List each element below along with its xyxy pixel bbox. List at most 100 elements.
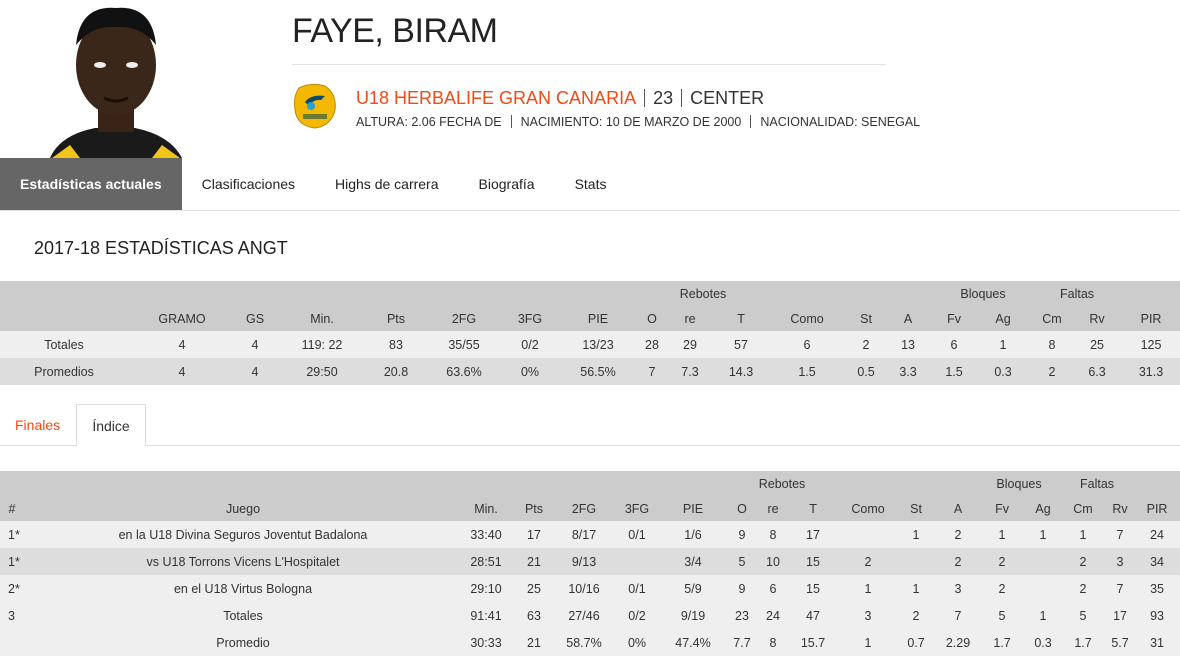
table-cell: 1 — [999, 337, 1007, 352]
column-header: 2FG — [571, 501, 597, 516]
group-bloques: Bloques — [960, 286, 1006, 301]
table-cell: 35/55 — [448, 337, 480, 352]
player-name: FAYE, BIRAM — [292, 12, 498, 50]
games-stats-table: Rebotes Bloques Faltas # Juego Min. Pts 2FG 3FG… — [0, 471, 1180, 656]
team-logo — [294, 83, 336, 129]
column-header: re — [767, 501, 779, 516]
table-cell: Promedios — [34, 364, 94, 379]
group-rebotes: Rebotes — [758, 476, 806, 491]
table-cell: 4 — [178, 337, 186, 352]
main-tabs: Estadísticas actuales Clasificaciones Hi… — [0, 158, 1180, 211]
table-cell: 63.6% — [446, 364, 482, 379]
separator — [681, 89, 683, 107]
table-cell: 27/46 — [568, 608, 600, 623]
table-cell: 83 — [389, 337, 403, 352]
table-cell — [610, 548, 664, 575]
column-header: Pts — [386, 311, 406, 326]
table-cell: 5 — [1079, 608, 1087, 623]
column-header: A — [953, 501, 963, 516]
table-cell: 0% — [627, 635, 647, 650]
table-cell: 9/19 — [680, 608, 706, 623]
table-cell: 21 — [527, 554, 541, 569]
table-cell: 21 — [527, 635, 541, 650]
table-cell: 15 — [806, 554, 820, 569]
table-cell: 5/9 — [684, 581, 702, 596]
table-cell: 24 — [1150, 527, 1164, 542]
table-cell: 56.5% — [580, 364, 616, 379]
player-birth: NACIMIENTO: 10 DE MARZO DE 2000 — [520, 115, 742, 129]
table-row: 2* en el U18 Virtus Bologna 29:10 25 10/16 0/… — [0, 575, 1180, 602]
table-cell: en la U18 Divina Seguros Joventut Badalo… — [118, 527, 368, 542]
table-cell: 34 — [1150, 554, 1164, 569]
tab-estadisticas-actuales[interactable]: Estadísticas actuales — [0, 158, 182, 210]
table-cell — [842, 521, 894, 548]
table-cell: 25 — [1090, 337, 1104, 352]
column-header: Min. — [474, 501, 498, 516]
table-row: 1* en la U18 Divina Seguros Joventut Bada… — [0, 521, 1180, 548]
table-cell: 0/1 — [628, 581, 646, 596]
tab-highs-de-carrera[interactable]: Highs de carrera — [335, 176, 439, 192]
column-header: Juego — [225, 501, 261, 516]
table-cell: 7 — [1116, 527, 1124, 542]
table-cell: 2 — [954, 554, 962, 569]
tab-finales[interactable]: Finales — [15, 417, 61, 433]
tab-stats[interactable]: Stats — [574, 176, 607, 192]
table-cell: 29:50 — [306, 364, 338, 379]
table-cell: 119: 22 — [301, 337, 343, 352]
player-photo — [40, 0, 190, 158]
season-title: 2017-18 ESTADÍSTICAS ANGT — [34, 238, 288, 258]
table-cell: 1.5 — [945, 364, 963, 379]
table-cell: 93 — [1150, 608, 1164, 623]
table-cell: 3.3 — [899, 364, 917, 379]
table-cell: 13 — [901, 337, 915, 352]
table-cell: 7 — [954, 608, 962, 623]
table-cell: vs U18 Torrons Vicens L'Hospitalet — [146, 554, 340, 569]
tab-biografia[interactable]: Biografía — [478, 176, 535, 192]
column-header: Min. — [310, 311, 334, 326]
table-cell: Promedio — [216, 635, 270, 650]
table-row: Totales 4 4 119: 22 83 35/55 0/2 13/23 28 29 57 6 2 1… — [0, 331, 1180, 358]
table-cell: 17 — [527, 527, 541, 542]
table-cell: 58.7% — [566, 635, 602, 650]
column-header: PIR — [1140, 311, 1162, 326]
table-cell: 1 — [864, 635, 872, 650]
table-cell: 8 — [769, 527, 777, 542]
table-cell: 10 — [766, 554, 780, 569]
table-cell: 9 — [738, 581, 746, 596]
tab-indice[interactable]: Índice — [76, 404, 146, 447]
column-header: Pts — [524, 501, 544, 516]
table-cell: 1.7 — [993, 635, 1011, 650]
table-cell: 31 — [1150, 635, 1164, 650]
table-cell: 7.3 — [681, 364, 699, 379]
table-cell: 0.7 — [907, 635, 925, 650]
separator — [750, 115, 752, 128]
table-cell — [894, 548, 938, 575]
table-cell: 3 — [864, 608, 872, 623]
table-cell: 33:40 — [470, 527, 502, 542]
table-cell: 17 — [1113, 608, 1127, 623]
column-header: GS — [245, 311, 265, 326]
column-header: St — [910, 501, 922, 516]
table-cell: 0/2 — [628, 608, 646, 623]
column-header: T — [809, 501, 817, 516]
group-faltas: Faltas — [1080, 476, 1115, 491]
divider — [292, 64, 886, 65]
column-header: Rv — [1089, 311, 1105, 326]
group-faltas: Faltas — [1060, 286, 1095, 301]
team-link[interactable]: U18 HERBALIFE GRAN CANARIA — [356, 88, 637, 108]
table-cell — [1026, 548, 1060, 575]
table-cell: 6 — [950, 337, 958, 352]
player-nationality: NACIONALIDAD: SENEGAL — [760, 115, 921, 129]
table-cell: 4 — [251, 337, 259, 352]
table-cell: 8 — [769, 635, 777, 650]
column-header: Fv — [995, 501, 1009, 516]
table-cell: 7 — [1116, 581, 1124, 596]
table-cell: 6.3 — [1088, 364, 1106, 379]
column-header: PIE — [587, 311, 609, 326]
table-cell: 3 — [8, 608, 15, 623]
table-cell: 2 — [912, 608, 920, 623]
column-header: O — [647, 311, 657, 326]
table-cell: 17 — [806, 527, 820, 542]
tab-clasificaciones[interactable]: Clasificaciones — [201, 176, 296, 192]
table-cell: 1* — [8, 554, 20, 569]
